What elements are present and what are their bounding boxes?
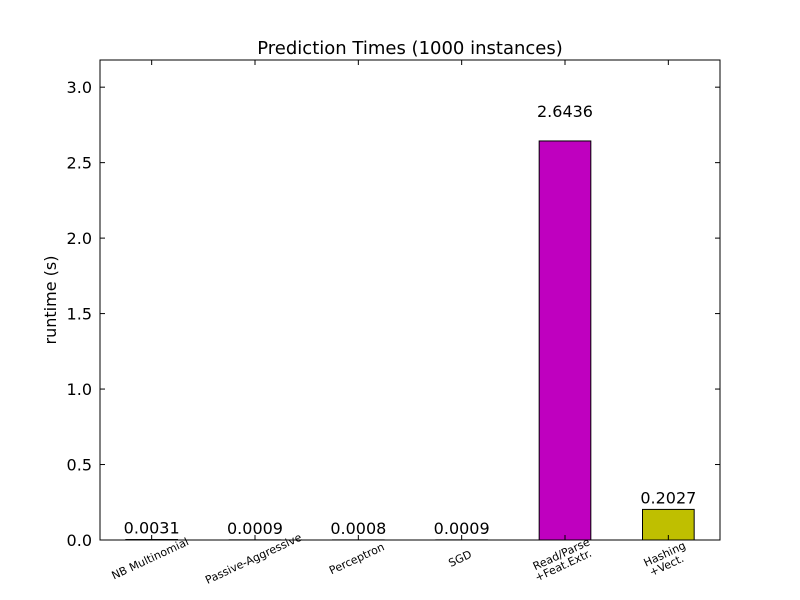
y-tick-label-6: 3.0 [67,78,92,97]
y-tick-label-1: 0.5 [67,456,92,475]
chart-title: Prediction Times (1000 instances) [257,38,563,59]
x-tick-label-3: SGD [447,548,474,570]
x-tick-label-2: Perceptron [327,540,386,577]
bar-4 [538,140,592,541]
data-label-5: 0.2027 [640,488,696,507]
x-tick-label-line: Perceptron [327,540,386,577]
data-label-0: 0.0031 [124,519,180,538]
y-axis: 0.0 0.5 1.0 1.5 2.0 2.5 3.0 [67,78,720,550]
x-axis: NB Multinomial Passive-Aggressive Perceptr… [110,60,693,587]
data-label-1: 0.0009 [227,519,283,538]
x-tick-label-1: Passive-Aggressive [203,531,304,587]
x-tick-label-5: Hashing+Vect. [642,539,693,580]
bar-5 [642,508,695,541]
y-tick-label-0: 0.0 [67,531,92,550]
data-label-2: 0.0008 [330,519,386,538]
y-axis-label: runtime (s) [41,256,60,345]
x-tick-label-line: SGD [447,548,474,570]
plot-frame [99,59,721,541]
y-tick-label-4: 2.0 [67,229,92,248]
bars [125,140,695,541]
data-labels: 0.0031 0.0009 0.0008 0.0009 2.6436 0.2027 [124,102,697,538]
y-tick-label-3: 1.5 [67,305,92,324]
x-tick-label-line: NB Multinomial [110,535,191,582]
x-tick-label-4: Read/Parse+Feat.Extr. [528,535,596,584]
y-tick-label-5: 2.5 [67,154,92,173]
data-label-4: 2.6436 [537,102,593,121]
data-label-3: 0.0009 [434,519,490,538]
y-tick-label-2: 1.0 [67,380,92,399]
x-tick-label-line: Passive-Aggressive [203,531,304,587]
x-tick-label-0: NB Multinomial [110,535,191,582]
